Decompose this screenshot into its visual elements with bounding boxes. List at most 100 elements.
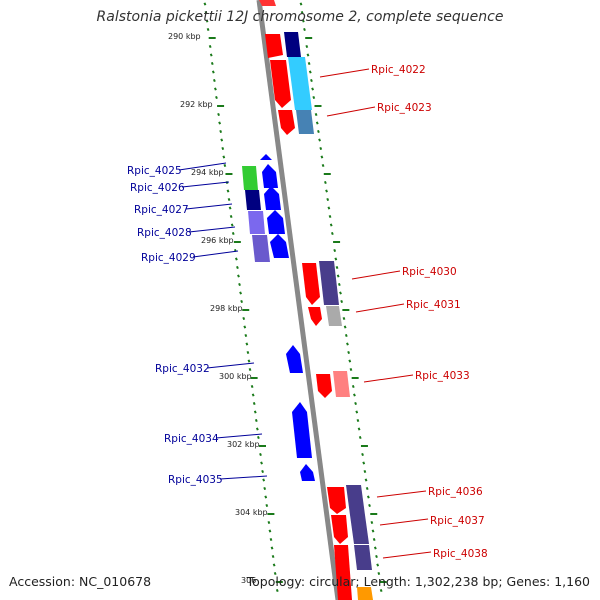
gene-arrow-blue (264, 186, 281, 210)
left-tick-rail-tick (209, 53, 213, 57)
right-tick-rail-tick (336, 274, 340, 278)
gene-label-rpic-4033[interactable]: Rpic_4033 (415, 370, 470, 382)
right-tick-rail-tick (362, 461, 366, 465)
gene-arrow-red (308, 307, 322, 326)
accession-text: Accession: NC_010678 (9, 574, 152, 589)
label-leader (379, 518, 429, 526)
gene-label-rpic-4034[interactable]: Rpic_4034 (164, 433, 219, 445)
gene-block-slate (354, 545, 372, 570)
gene-label-rpic-4031[interactable]: Rpic_4031 (406, 299, 461, 311)
scale-ticks: 290 kbp 292 kbp 294 kbp 296 kbp 298 kbp … (168, 32, 268, 585)
backbone-line (256, 0, 341, 600)
scale-tick-label: 292 kbp (180, 100, 213, 109)
gene-label-rpic-4028[interactable]: Rpic_4028 (137, 227, 192, 239)
right-tick-rail-tick (357, 427, 361, 431)
left-tick-rail-tick (237, 274, 240, 278)
label-leader (382, 551, 432, 559)
gene-label-rpic-4027[interactable]: Rpic_4027 (134, 204, 189, 216)
right-tick-rail-tick (356, 418, 360, 423)
left-tick-rail-tick (261, 469, 264, 474)
right-tick-rail-tick (327, 206, 331, 210)
right-tick-rail-tick (366, 495, 370, 499)
gene-arrow-red (259, 0, 276, 6)
left-tick-rail-tick (203, 2, 207, 6)
right-tick-rail-tick (330, 231, 334, 236)
left-tick-rail-tick (208, 44, 212, 49)
gene-arrow-red (302, 263, 320, 305)
right-tick-rail-tick (299, 2, 303, 6)
left-tick-rail-tick (226, 189, 230, 193)
right-tick-rail-tick (373, 546, 377, 550)
gene-arrow-red (270, 60, 291, 108)
right-tick-rail-tick (337, 282, 341, 287)
gene-arrow-blue (267, 210, 285, 234)
label-leader (326, 106, 376, 117)
right-tick-rail-tick (355, 410, 359, 414)
scale-tick-label: 294 kbp (191, 168, 224, 177)
right-tick-rail-tick (325, 189, 328, 193)
right-tick-rail-tick (328, 214, 332, 219)
gene-label-rpic-4036[interactable]: Rpic_4036 (428, 486, 483, 498)
right-tick-rail-tick (348, 359, 352, 363)
right-tick-rail-tick (364, 478, 368, 482)
right-tick-rail-tick (303, 27, 306, 32)
scale-tick-label: 304 kbp (235, 508, 268, 517)
left-tick-rail-tick (269, 537, 273, 542)
label-leader (215, 433, 263, 439)
label-leader (178, 162, 227, 171)
gene-arrow-red (331, 515, 348, 544)
reverse-gene-labels: Rpic_4025 Rpic_4026 Rpic_4027 Rpic_4028 … (127, 162, 268, 486)
tick-rails (203, 2, 387, 593)
left-tick-rail-tick (219, 129, 223, 134)
gene-label-rpic-4035[interactable]: Rpic_4035 (168, 474, 223, 486)
gene-label-rpic-4026[interactable]: Rpic_4026 (130, 182, 185, 194)
left-tick-rail-tick (217, 112, 220, 117)
gene-block-green (242, 166, 258, 190)
right-tick-rail-tick (343, 325, 347, 329)
left-tick-rail-tick (229, 214, 233, 219)
gene-label-rpic-4029[interactable]: Rpic_4029 (141, 252, 196, 264)
left-tick-rail-tick (215, 95, 218, 100)
left-tick-rail-tick (260, 461, 263, 465)
label-leader (376, 490, 427, 498)
right-tick-rail-tick (363, 469, 367, 474)
left-tick-rail-tick (242, 316, 246, 321)
gene-label-rpic-4023[interactable]: Rpic_4023 (377, 102, 432, 114)
left-tick-rail-tick (246, 350, 250, 355)
left-tick-rail-tick (222, 155, 226, 159)
gene-block-red (334, 545, 352, 600)
right-tick-rail-tick (347, 350, 351, 355)
gene-label-rpic-4025[interactable]: Rpic_4025 (127, 165, 182, 177)
left-tick-rail-tick (211, 70, 215, 74)
left-tick-rail-tick (248, 367, 252, 372)
left-tick-rail-tick (265, 503, 269, 508)
left-tick-rail-tick (236, 265, 239, 270)
gene-label-rpic-4032[interactable]: Rpic_4032 (155, 363, 210, 375)
left-tick-rail-tick (259, 452, 262, 457)
left-tick-rail-tick (204, 10, 208, 15)
gene-arrow-red (327, 487, 346, 514)
map-title: Ralstonia pickettii 12J chromosome 2, co… (96, 9, 504, 25)
right-tick-rail-tick (370, 520, 374, 525)
gene-label-rpic-4037[interactable]: Rpic_4037 (430, 515, 485, 527)
right-tick-rail-tick (306, 53, 310, 57)
label-leader (192, 250, 239, 258)
gene-label-rpic-4030[interactable]: Rpic_4030 (402, 266, 457, 278)
gene-label-rpic-4038[interactable]: Rpic_4038 (433, 548, 488, 560)
right-tick-rail-tick (307, 61, 311, 66)
left-tick-rail-tick (267, 520, 271, 525)
scale-tick-label: 296 kbp (201, 236, 234, 245)
left-tick-rail-tick (243, 325, 247, 329)
left-tick-rail-tick (210, 61, 214, 66)
right-tick-rail-tick (315, 121, 319, 125)
left-tick-rail-tick (253, 410, 257, 414)
gene-label-rpic-4022[interactable]: Rpic_4022 (371, 64, 426, 76)
label-leader (219, 475, 268, 480)
left-tick-rail-tick (247, 359, 251, 363)
right-tick-rail-tick (339, 291, 342, 295)
gene-block-slate (346, 485, 365, 515)
right-tick-rail-tick (321, 163, 325, 168)
right-tick-rail-tick (312, 95, 316, 100)
right-tick-rail-tick (319, 146, 323, 151)
